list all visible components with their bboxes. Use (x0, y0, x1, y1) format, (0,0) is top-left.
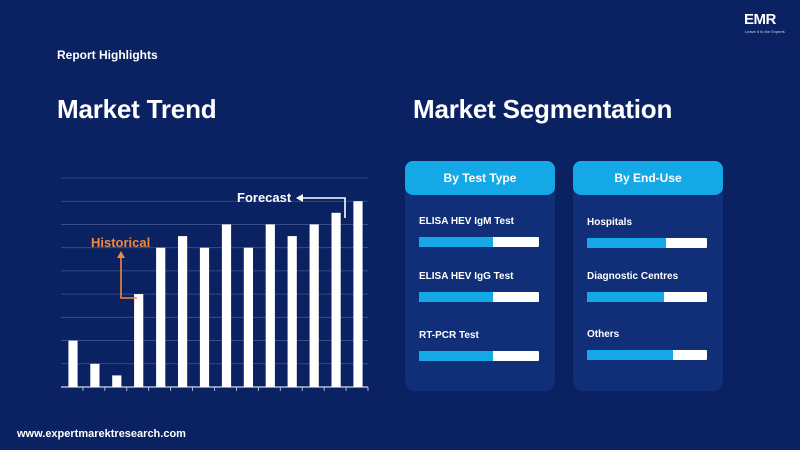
report-highlights-label: Report Highlights (57, 48, 158, 62)
logo-name: EMR (744, 11, 776, 28)
chart-bar (221, 224, 232, 387)
segment-item: ELISA HEV IgM Test (419, 216, 541, 247)
chart-bar (134, 294, 144, 387)
segment-item: RT-PCR Test (419, 330, 541, 361)
chart-bar (243, 247, 253, 387)
end-use-panel: By End-Use Hospitals Diagnostic Centres … (573, 161, 723, 391)
chart-bar (309, 224, 319, 387)
chart-bar (331, 212, 341, 387)
segment-bar-fill (587, 292, 664, 302)
test-type-panel: By Test Type ELISA HEV IgM Test ELISA HE… (405, 161, 555, 391)
market-segmentation-title: Market Segmentation (413, 94, 673, 124)
logo-tagline: Leave it to the Experts (745, 29, 785, 34)
segment-bar (419, 292, 539, 302)
chart-bar (68, 340, 78, 387)
emr-logo: EMR Leave it to the Experts (740, 10, 786, 36)
historical-arrow (120, 256, 137, 299)
segment-bar (419, 351, 539, 361)
segment-bar-fill (419, 351, 494, 361)
test-type-header: By Test Type (405, 161, 555, 195)
segment-label: Diagnostic Centres (587, 271, 679, 282)
segment-label: ELISA HEV IgM Test (419, 216, 515, 227)
chart-bar (199, 247, 210, 387)
chart-annotations: Historical Forecast (91, 190, 346, 299)
segment-bar (587, 238, 707, 248)
historical-label: Historical (91, 235, 150, 250)
chart-bar (112, 375, 122, 387)
chart-bar (353, 201, 363, 387)
forecast-arrowhead (296, 194, 303, 202)
historical-arrowhead (117, 251, 125, 258)
segment-bar (587, 350, 707, 360)
chart-bar (90, 363, 100, 387)
forecast-label: Forecast (237, 190, 292, 205)
chart-bar (265, 224, 275, 387)
segment-label: Others (587, 329, 620, 340)
segment-label: RT-PCR Test (419, 330, 479, 341)
segment-bar (587, 292, 707, 302)
segment-bar-fill (419, 237, 494, 247)
segment-label: Hospitals (587, 217, 633, 228)
segment-bar-fill (587, 238, 667, 248)
segment-item: Diagnostic Centres (587, 271, 709, 302)
market-trend-title: Market Trend (57, 94, 217, 124)
segment-bar-fill (419, 292, 494, 302)
chart-bars (68, 201, 369, 391)
segment-label: ELISA HEV IgG Test (419, 271, 514, 282)
chart-gridlines (61, 177, 368, 388)
forecast-arrow (301, 197, 346, 218)
segment-bar (419, 237, 539, 247)
chart-bar (156, 247, 166, 387)
chart-bar (178, 236, 188, 387)
segment-item: Hospitals (587, 217, 709, 248)
segment-bar-fill (587, 350, 674, 360)
website-url: www.expertmarektresearch.com (17, 428, 186, 440)
segment-item: ELISA HEV IgG Test (419, 271, 541, 302)
end-use-header: By End-Use (573, 161, 723, 195)
segment-item: Others (587, 329, 709, 360)
chart-bar (287, 236, 297, 387)
